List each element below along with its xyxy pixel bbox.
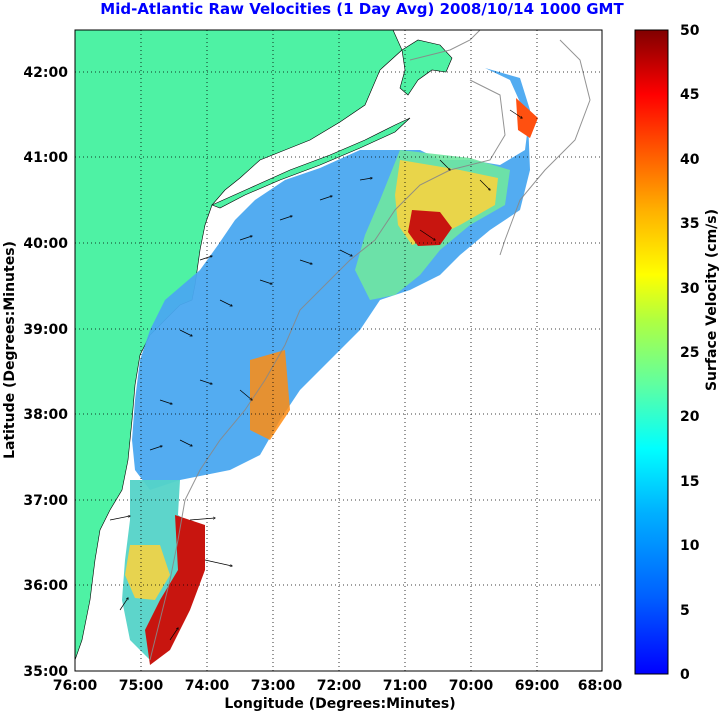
colorbar-label: Surface Velocity (cm/s) — [704, 209, 720, 391]
velocity-hotspot-core — [408, 210, 452, 246]
y-tick-label: 35:00 — [23, 664, 68, 680]
colorbar-tick: 45 — [680, 87, 699, 103]
colorbar: 50 45 40 35 30 25 20 15 10 5 0 Surface V… — [634, 23, 720, 683]
x-axis-label: Longitude (Degrees:Minutes) — [224, 696, 455, 712]
colorbar-tick: 15 — [680, 474, 699, 490]
y-tick-label: 39:00 — [23, 322, 68, 338]
x-tick-labels: 76:00 75:00 74:00 73:00 72:00 71:00 70:0… — [53, 678, 623, 694]
x-tick-label: 75:00 — [119, 678, 164, 694]
y-tick-label: 42:00 — [23, 65, 68, 81]
colorbar-tick: 30 — [680, 281, 700, 297]
x-tick-label: 68:00 — [578, 678, 623, 694]
velocity-vectors — [109, 109, 522, 641]
x-tick-label: 70:00 — [449, 678, 494, 694]
velocity-mid-orange — [250, 350, 290, 440]
map-panel — [75, 30, 602, 671]
colorbar-tick: 20 — [680, 409, 700, 425]
y-tick-label: 37:00 — [23, 493, 68, 509]
long-island — [211, 117, 411, 209]
y-tick-label: 41:00 — [23, 150, 68, 166]
colorbar-tick: 40 — [680, 152, 700, 168]
map-title: Mid-Atlantic Raw Velocities (1 Day Avg) … — [100, 0, 624, 18]
colorbar-tick: 0 — [680, 667, 690, 683]
y-tick-label: 36:00 — [23, 578, 68, 594]
x-tick-label: 69:00 — [515, 678, 560, 694]
colorbar-tick: 5 — [680, 603, 690, 619]
colorbar-tick: 35 — [680, 216, 699, 232]
x-tick-label: 72:00 — [317, 678, 362, 694]
bathymetry-contours — [149, 30, 591, 661]
x-tick-label: 73:00 — [251, 678, 296, 694]
y-tick-label: 38:00 — [23, 407, 68, 423]
x-tick-label: 74:00 — [185, 678, 230, 694]
y-tick-labels: 42:00 41:00 40:00 39:00 38:00 37:00 36:0… — [23, 65, 68, 680]
cape-cod — [399, 39, 453, 96]
colorbar-tick: 25 — [680, 345, 699, 361]
x-tick-label: 71:00 — [383, 678, 428, 694]
y-tick-label: 40:00 — [23, 236, 68, 252]
map-grid — [75, 30, 602, 671]
x-tick-label: 76:00 — [53, 678, 98, 694]
velocity-hotspot-east — [516, 98, 538, 138]
colorbar-tick: 50 — [680, 23, 700, 39]
velocity-south-yellow — [125, 545, 170, 600]
velocity-south-hot — [145, 515, 205, 665]
colorbar-tick: 10 — [680, 538, 700, 554]
y-axis-label: Latitude (Degrees:Minutes) — [2, 241, 18, 459]
